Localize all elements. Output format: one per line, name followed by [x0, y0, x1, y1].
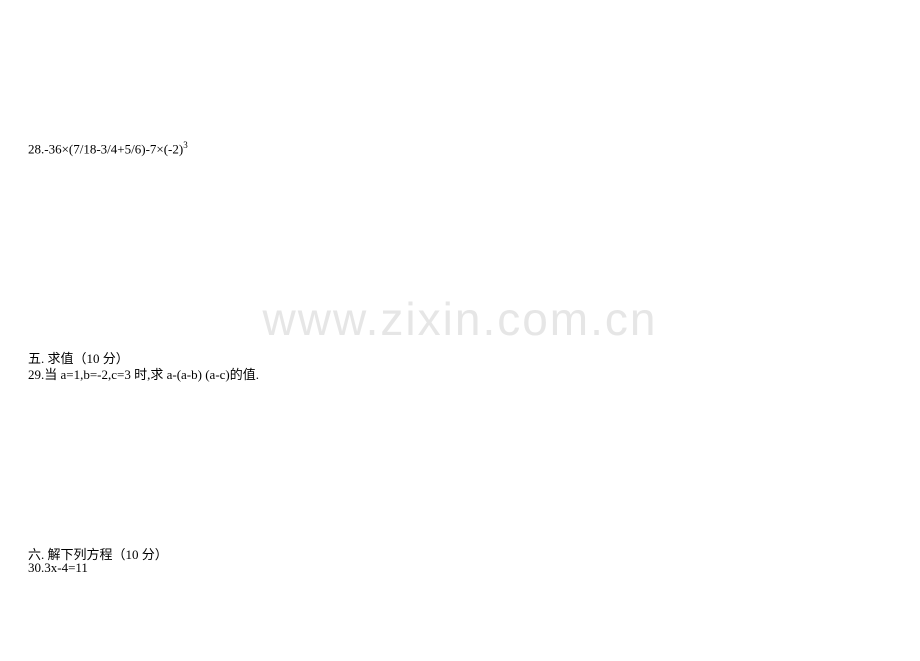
q28-text: 28.-36×(7/18-3/4+5/6)-7×(-2) — [28, 141, 183, 156]
question-28: 28.-36×(7/18-3/4+5/6)-7×(-2)3 — [28, 140, 188, 157]
question-30: 30.3x-4=11 — [28, 560, 88, 576]
left-column: 28.-36×(7/18-3/4+5/6)-7×(-2)3 五. 求值（10 分… — [28, 0, 458, 661]
question-29: 29.当 a=1,b=-2,c=3 时,求 a-(a-b) (a-c)的值. — [28, 364, 259, 383]
q28-sup: 3 — [183, 140, 188, 150]
